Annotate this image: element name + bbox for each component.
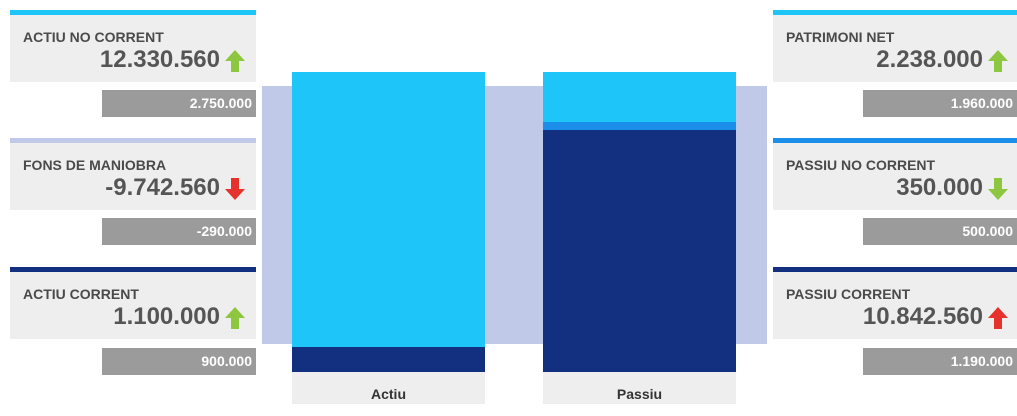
kpi-card-passiu-no-corrent: PASSIU NO CORRENT 350.000 bbox=[773, 138, 1017, 210]
kpi-card-passiu-corrent: PASSIU CORRENT 10.842.560 bbox=[773, 267, 1017, 339]
kpi-delta: 500.000 bbox=[863, 218, 1017, 245]
kpi-label: PASSIU CORRENT bbox=[786, 286, 911, 302]
bar-segment-actiu-no-corrent bbox=[292, 72, 485, 348]
kpi-delta: 1.190.000 bbox=[863, 348, 1017, 375]
kpi-value: 12.330.560 bbox=[99, 46, 220, 73]
kpi-card-patrimoni-net: PATRIMONI NET 2.238.000 bbox=[773, 10, 1017, 82]
arrow-down-green-icon bbox=[988, 178, 1008, 200]
arrow-up-green-icon bbox=[225, 50, 245, 72]
kpi-card-accent bbox=[773, 138, 1017, 143]
kpi-label: PASSIU NO CORRENT bbox=[786, 157, 936, 173]
arrow-up-red-icon bbox=[988, 307, 1008, 329]
arrow-down-red-icon bbox=[225, 178, 245, 200]
kpi-label: ACTIU NO CORRENT bbox=[23, 29, 164, 45]
kpi-value: -9.742.560 bbox=[105, 174, 220, 201]
kpi-label: FONS DE MANIOBRA bbox=[23, 157, 167, 173]
kpi-delta: 2.750.000 bbox=[102, 90, 256, 117]
kpi-card-accent bbox=[10, 267, 256, 272]
kpi-value: 1.100.000 bbox=[113, 303, 220, 330]
bar-segment-actiu-corrent bbox=[292, 347, 485, 372]
x-axis-label-passiu: Passiu bbox=[543, 372, 736, 404]
arrow-up-green-icon bbox=[988, 50, 1008, 72]
kpi-card-accent bbox=[773, 10, 1017, 15]
bar-segment-passiu-no-corrent bbox=[543, 121, 736, 130]
kpi-card-fons-de-maniobra: FONS DE MANIOBRA -9.742.560 bbox=[10, 138, 256, 210]
arrow-up-green-icon bbox=[225, 307, 245, 329]
x-axis-label-actiu: Actiu bbox=[292, 372, 485, 404]
kpi-value: 2.238.000 bbox=[876, 46, 983, 73]
kpi-value: 350.000 bbox=[896, 174, 983, 201]
kpi-label: ACTIU CORRENT bbox=[23, 286, 139, 302]
kpi-card-accent bbox=[10, 10, 256, 15]
bar-segment-patrimoni-net bbox=[543, 72, 736, 122]
kpi-delta: -290.000 bbox=[102, 218, 256, 245]
kpi-card-accent bbox=[773, 267, 1017, 272]
kpi-value: 10.842.560 bbox=[862, 303, 983, 330]
kpi-card-actiu-no-corrent: ACTIU NO CORRENT 12.330.560 bbox=[10, 10, 256, 82]
kpi-card-accent bbox=[10, 138, 256, 143]
kpi-delta: 1.960.000 bbox=[863, 90, 1017, 117]
bar-segment-passiu-corrent bbox=[543, 129, 736, 372]
kpi-label: PATRIMONI NET bbox=[786, 29, 895, 45]
kpi-delta: 900.000 bbox=[102, 348, 256, 375]
kpi-card-actiu-corrent: ACTIU CORRENT 1.100.000 bbox=[10, 267, 256, 339]
